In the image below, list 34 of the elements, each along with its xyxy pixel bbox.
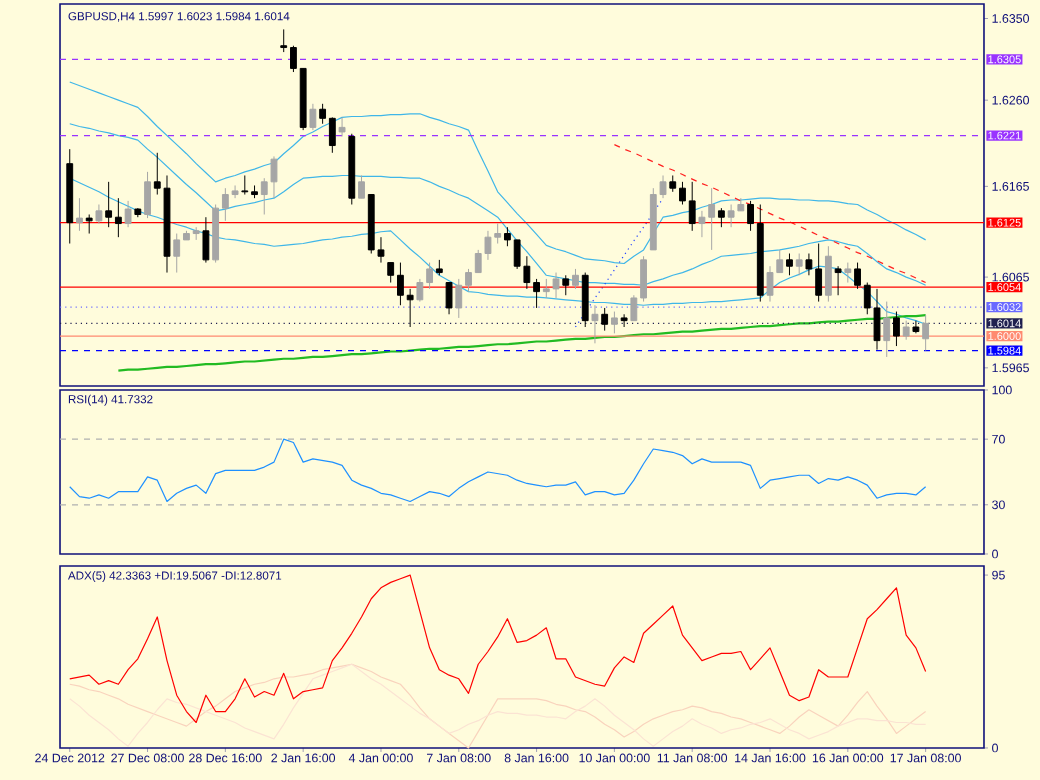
- candlestick: [358, 174, 365, 199]
- candlestick: [610, 311, 618, 334]
- candlestick: [581, 272, 589, 328]
- candlestick: [562, 274, 570, 296]
- candlestick: [95, 204, 103, 225]
- candlestick: [834, 265, 842, 296]
- candlestick: [912, 320, 920, 334]
- candlestick: [85, 213, 93, 235]
- candlestick: [76, 197, 83, 232]
- candlestick: [435, 259, 443, 276]
- candlestick: [338, 116, 346, 137]
- line-series: [613, 144, 927, 284]
- candlestick: [883, 301, 891, 358]
- line-series: [574, 197, 664, 328]
- candlestick: [620, 313, 628, 328]
- candlestick: [922, 314, 930, 352]
- candlestick: [309, 103, 317, 131]
- candlestick: [348, 133, 356, 206]
- candlestick: [786, 253, 793, 276]
- candlestick: [844, 262, 852, 284]
- candlestick: [134, 207, 142, 218]
- candlestick: [591, 304, 599, 344]
- candlestick: [893, 311, 900, 347]
- candlestick: [795, 253, 803, 276]
- candlestick: [572, 268, 579, 290]
- candlestick: [66, 148, 74, 245]
- candlestick: [902, 320, 910, 341]
- candlestick: [144, 171, 151, 219]
- candlestick: [124, 200, 132, 228]
- candlestick: [717, 207, 725, 228]
- candlestick: [202, 216, 210, 264]
- candlestick: [445, 282, 453, 315]
- candlestick: [601, 307, 609, 332]
- candlestick: [824, 245, 832, 303]
